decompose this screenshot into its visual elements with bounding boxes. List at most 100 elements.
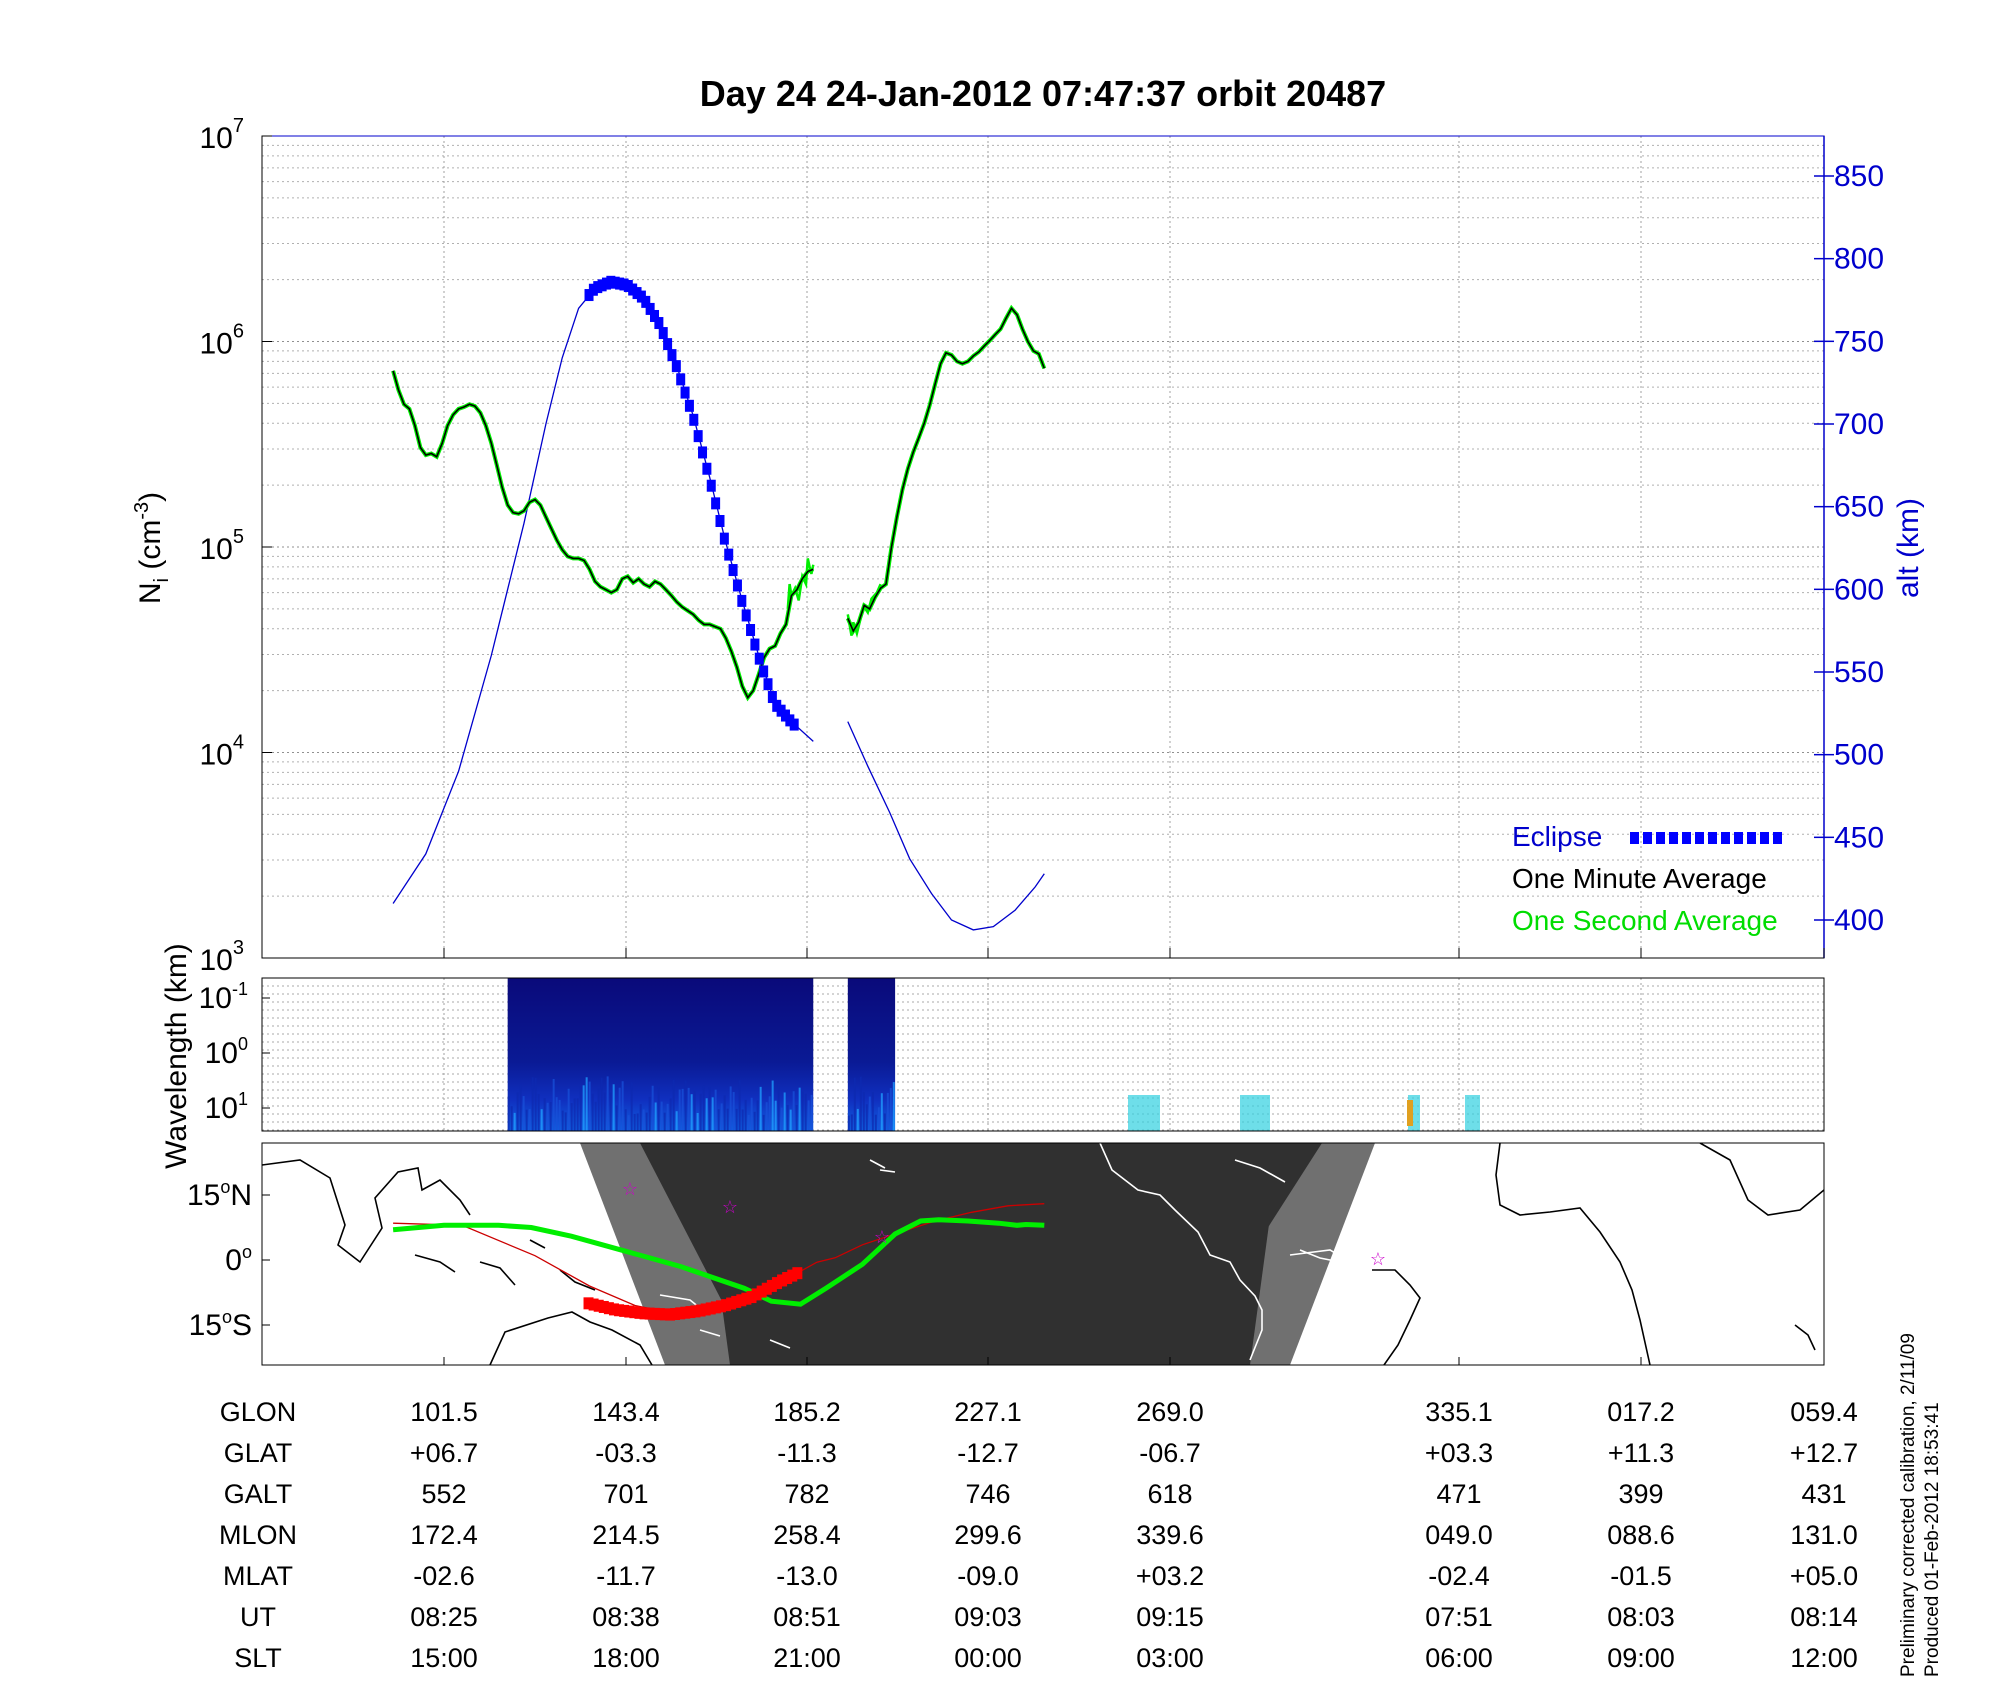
side-note-calibration: Preliminary corrected calibration, 2/11/… <box>1898 1333 1919 1677</box>
spectrogram-stripe <box>573 1098 576 1131</box>
map-tracks: ☆ ☆ ☆ ☆ <box>392 1179 1386 1321</box>
map-eclipse-marker <box>680 1306 691 1319</box>
eclipse-marker <box>671 360 681 373</box>
coastline-australia <box>489 1311 653 1365</box>
map-eclipse-marker <box>695 1304 706 1317</box>
eclipse-marker <box>654 317 664 330</box>
tick-base: 10 <box>199 982 232 1015</box>
right-tick-label: 700 <box>1834 408 1884 441</box>
map-eclipse-marker <box>787 1269 798 1282</box>
eclipse-marker <box>728 564 738 577</box>
spectrogram-stripe <box>519 1084 522 1131</box>
table-cell: 08:38 <box>592 1602 660 1632</box>
table-cell: 049.0 <box>1425 1520 1493 1550</box>
table-cell: 258.4 <box>773 1520 841 1550</box>
legend-eclipse-marker <box>1747 832 1756 844</box>
table-row-label: GLAT <box>224 1438 293 1468</box>
map-eclipse-marker <box>766 1279 777 1292</box>
spectrogram-stripe <box>798 1087 801 1131</box>
spectrogram-stripe <box>528 1108 531 1131</box>
table-cell: 214.5 <box>592 1520 660 1550</box>
map-eclipse-marker <box>741 1292 752 1305</box>
table-cell: 08:51 <box>773 1602 841 1632</box>
density-ylabel-close: ) <box>134 492 167 502</box>
density-ylabel-unit: (cm <box>134 520 167 578</box>
spectrogram-stripe <box>714 1089 717 1131</box>
spectrogram-stripe <box>537 1093 540 1131</box>
lat-degree: o <box>220 1177 230 1197</box>
spectrogram-stripe <box>675 1111 678 1131</box>
table-cell: 269.0 <box>1136 1397 1204 1427</box>
spectrogram-stripe <box>880 1093 883 1131</box>
map-eclipse-marker <box>736 1294 747 1307</box>
spectrogram-stripe <box>750 1097 753 1131</box>
tick-base: 10 <box>200 944 233 977</box>
table-cell: 12:00 <box>1790 1643 1858 1673</box>
spectrogram-stripe <box>600 1077 603 1131</box>
spectrogram-stripe <box>660 1101 663 1131</box>
spectrogram-stripe <box>546 1102 549 1131</box>
table-cell: 017.2 <box>1607 1397 1675 1427</box>
table-cell: 299.6 <box>954 1520 1022 1550</box>
table-row-label: SLT <box>234 1643 282 1673</box>
spectrogram-stripe <box>853 1077 856 1131</box>
orbit-table: GLON 101.5 143.4 185.2 227.1 269.0 335.1 017.2 0… <box>219 1397 1858 1673</box>
density-ylabel-base: N <box>134 582 167 604</box>
eclipse-marker <box>763 678 773 691</box>
table-row-label: MLON <box>219 1520 297 1550</box>
table-cell: 335.1 <box>1425 1397 1493 1427</box>
eclipse-marker <box>658 327 668 340</box>
table-cell: -03.3 <box>595 1438 657 1468</box>
spectrogram-stripe <box>549 1101 552 1131</box>
spectrogram-stripe <box>618 1087 621 1131</box>
table-cell: 618 <box>1147 1479 1192 1509</box>
spectrogram-stripe <box>732 1092 735 1131</box>
eclipse-marker <box>693 430 703 443</box>
lat-value: 0 <box>225 1244 242 1277</box>
spectrogram-stripe <box>847 1115 850 1131</box>
table-cell: 552 <box>421 1479 466 1509</box>
spectrogram-stripe <box>633 1113 636 1131</box>
spectrogram-stripe <box>780 1107 783 1131</box>
spectrogram-stripe <box>588 1081 591 1131</box>
legend-eclipse-marker <box>1656 832 1665 844</box>
map-eclipse-marker <box>690 1305 701 1318</box>
spectrogram-stripe <box>621 1081 624 1131</box>
table-cell: 21:00 <box>773 1643 841 1673</box>
spectrogram-stripe <box>877 1107 880 1131</box>
spectrogram-stripe <box>786 1104 789 1131</box>
legend-eclipse-marker <box>1773 832 1782 844</box>
tick-base: 10 <box>205 1037 238 1070</box>
table-cell: 782 <box>784 1479 829 1509</box>
table-cell: -12.7 <box>957 1438 1019 1468</box>
map-eclipse-marker <box>670 1307 681 1320</box>
eclipse-marker <box>706 479 716 492</box>
spectrogram-stripe <box>642 1109 645 1131</box>
eclipse-marker <box>645 302 655 315</box>
tick-exponent: 7 <box>233 115 244 137</box>
spectrogram-stripe <box>663 1112 666 1131</box>
tick-exponent: 3 <box>233 937 244 959</box>
spectrogram-stripe <box>726 1108 729 1131</box>
spectrogram-stripe <box>865 1104 868 1131</box>
map-axes-box <box>261 1142 1825 1366</box>
map-eclipse-marker <box>603 1302 614 1315</box>
spectrogram-stripe <box>699 1093 702 1131</box>
eclipse-marker <box>741 609 751 622</box>
legend: Eclipse One Minute Average One Second Av… <box>1512 821 1782 936</box>
spectrogram-stripe <box>651 1085 654 1131</box>
table-cell: +11.3 <box>1608 1438 1674 1468</box>
map-star-icon: ☆ <box>874 1227 890 1247</box>
right-tick-label: 600 <box>1834 573 1884 606</box>
spectrogram-stripe <box>570 1103 573 1131</box>
table-cell: -09.0 <box>957 1561 1019 1591</box>
side-notes: Preliminary corrected calibration, 2/11/… <box>1898 1333 1943 1677</box>
spectrogram-stripe <box>615 1105 618 1131</box>
map-eclipse-marker <box>782 1272 793 1285</box>
map-eclipse-marker <box>756 1285 767 1298</box>
eclipse-marker <box>641 295 651 308</box>
spectrogram-stripe <box>795 1104 798 1131</box>
spectrogram-stripe <box>558 1099 561 1131</box>
